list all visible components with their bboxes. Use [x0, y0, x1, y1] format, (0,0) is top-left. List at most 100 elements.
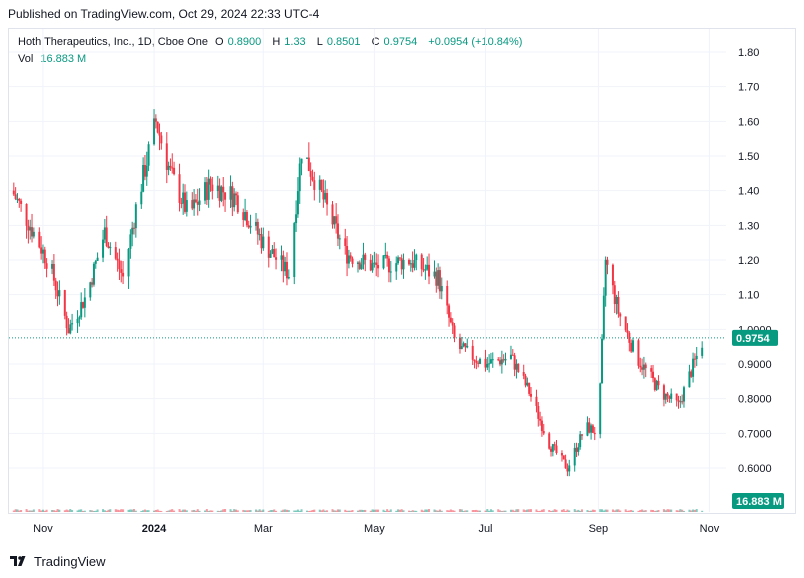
volume-bar [398, 509, 401, 512]
volume-bar [167, 510, 170, 512]
close-label: C [371, 36, 380, 48]
candle-body [424, 269, 427, 271]
candle-body [599, 383, 602, 435]
price-axis[interactable]: 1.801.701.601.501.401.301.201.101.00000.… [738, 47, 772, 475]
volume-bar [29, 510, 32, 512]
volume-bar [504, 510, 507, 512]
candle-body [120, 269, 123, 273]
volume-bar [550, 510, 553, 512]
volume-bar [577, 509, 580, 512]
candle-body [358, 262, 361, 269]
volume-bar [489, 509, 492, 512]
volume-bar [295, 510, 298, 512]
volume-bar [194, 510, 197, 512]
volume-bar [588, 510, 591, 512]
candle-body [173, 167, 176, 175]
time-tick-label: Nov [700, 523, 720, 535]
candle-body [331, 204, 334, 225]
volume-bar [43, 510, 46, 512]
candle-body [27, 225, 30, 231]
volume-bar [45, 509, 48, 512]
volume-bar [78, 509, 81, 512]
candle-body [395, 263, 398, 272]
candle-body [488, 363, 491, 365]
volume-bar [484, 510, 487, 512]
candle-body [220, 186, 223, 201]
candle-body [644, 364, 647, 369]
volume-bar [344, 509, 347, 512]
candle-body [249, 225, 252, 228]
candle-body [247, 225, 250, 228]
candle-body [628, 332, 631, 343]
volume-bar [234, 509, 237, 512]
price-tick-label: 1.60 [738, 116, 759, 128]
candle-body [524, 375, 527, 386]
candle-body [109, 247, 112, 249]
candle-body [548, 433, 551, 449]
candle-body [65, 315, 68, 329]
volume-bar [540, 509, 543, 512]
candle-body [256, 221, 259, 235]
open-value: 0.8900 [227, 36, 262, 48]
candle-body [142, 165, 145, 192]
candle-body [617, 296, 620, 314]
candle-body [184, 192, 186, 212]
candles [12, 109, 704, 477]
candle-body [479, 358, 482, 364]
volume-bar [154, 509, 157, 512]
volume-bar [58, 509, 61, 512]
volume-bar [207, 510, 210, 512]
volume-bar [20, 510, 23, 512]
volume-bar [701, 510, 704, 512]
volume-bar [267, 510, 270, 512]
volume-bar [145, 510, 148, 512]
volume-bar [103, 510, 106, 512]
candle-body [244, 211, 247, 220]
candle-body [262, 236, 265, 249]
candle-body [204, 182, 207, 201]
volume-bar [91, 510, 94, 512]
volume-bar [326, 510, 329, 512]
candle-body [145, 165, 148, 177]
volume-bar [486, 509, 489, 512]
candle-body [40, 247, 43, 254]
candle-body [143, 165, 146, 177]
price-tick-label: 1.10 [738, 290, 759, 302]
candle-body [690, 371, 693, 377]
volume-bar [422, 510, 425, 512]
candle-body [437, 270, 440, 286]
candle-body [194, 199, 197, 202]
volume-bar [499, 510, 502, 512]
candle-body [542, 431, 545, 434]
candle-body [504, 358, 507, 361]
candle-body [107, 246, 110, 249]
volume-bar [16, 509, 19, 512]
volume-bar [400, 509, 403, 512]
candle-body [655, 380, 658, 390]
candle-body [446, 285, 449, 306]
volume-bar [245, 510, 248, 512]
candle-body [209, 178, 212, 185]
volume-bar [96, 509, 99, 512]
volume-bar [171, 509, 174, 512]
close-value: 0.9754 [383, 36, 418, 48]
time-axis[interactable]: Nov 2024 Mar May Jul Sep Nov [33, 523, 720, 535]
volume-bar [375, 509, 378, 512]
candle-body [692, 358, 695, 377]
chart-frame[interactable] [8, 28, 796, 514]
candle-body [92, 263, 95, 285]
volume-bar [407, 510, 410, 512]
candle-body [229, 186, 232, 200]
candle-body [682, 387, 685, 402]
candle-body [509, 354, 512, 359]
volume-bar [624, 509, 627, 512]
candle-body [38, 231, 41, 248]
volume-bar [220, 510, 223, 512]
volume-bar [247, 510, 250, 512]
volume-bar [373, 509, 376, 512]
candle-body [386, 254, 389, 259]
candle-body [242, 212, 245, 220]
volume-bar [471, 510, 474, 512]
candle-body [624, 316, 627, 331]
